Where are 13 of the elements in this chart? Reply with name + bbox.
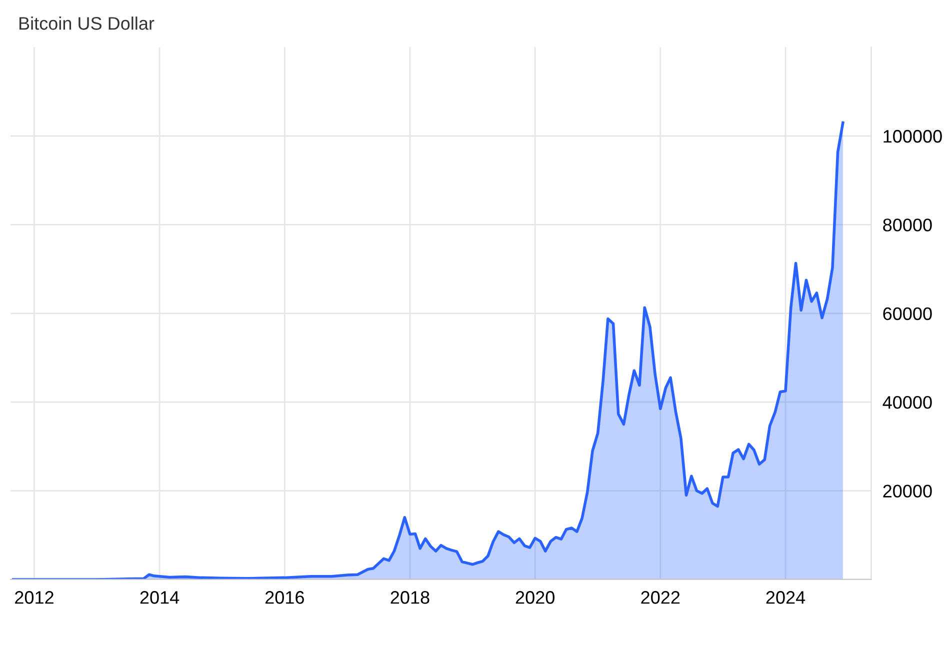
x-tick-label: 2016: [266, 591, 304, 604]
y-tick-label: 100000: [884, 130, 942, 143]
y-tick-label: 80000: [883, 218, 932, 232]
x-tick-label: 2024: [766, 591, 806, 604]
x-tick-label: 2012: [15, 591, 54, 604]
x-tick-label: 2014: [140, 591, 180, 604]
chart-title: Bitcoin US Dollar: [19, 16, 154, 30]
x-tick-label: 2018: [390, 591, 430, 604]
y-tick-label: 60000: [883, 307, 932, 320]
y-tick-label: 40000: [882, 396, 932, 409]
x-tick-label: 2020: [516, 591, 554, 604]
y-tick-label: 20000: [883, 484, 932, 498]
x-tick-label: 2022: [641, 591, 680, 604]
